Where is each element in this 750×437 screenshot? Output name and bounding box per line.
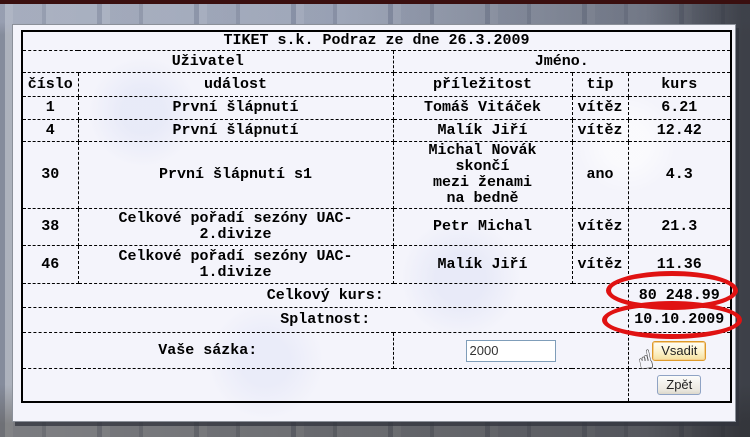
table-row: 1 První šlápnutí Tomáš Vitáček vítěz 6.2…	[21, 96, 732, 120]
due-date-value: 10.10.2009	[627, 307, 732, 333]
column-header-event: událost	[77, 72, 394, 97]
table-row: 4 První šlápnutí Malík Jiří vítěz 12.42	[21, 119, 732, 142]
submit-button[interactable]: Vsadit	[652, 340, 707, 361]
cell-event: Celkové pořadí sezóny UAC- 2.divize	[77, 208, 394, 246]
cell-tip: vítěz	[571, 96, 629, 120]
cell-opportunity: Tomáš Vitáček	[392, 96, 573, 120]
cell-tip: vítěz	[571, 208, 629, 246]
column-header-tip: tip	[571, 72, 629, 97]
cell-tip: vítěz	[571, 245, 629, 284]
column-header-opportunity: příležitost	[392, 72, 573, 97]
cell-number: 1	[21, 96, 79, 120]
total-odds-label: Celkový kurs:	[21, 283, 629, 308]
cell-odds: 12.42	[627, 119, 732, 142]
cell-event: Celkové pořadí sezóny UAC- 1.divize	[77, 245, 394, 284]
cell-event: První šlápnutí s1	[77, 141, 394, 209]
cell-number: 46	[21, 245, 79, 284]
due-date-label: Splatnost:	[21, 307, 629, 333]
cell-opportunity: Michal Novák skončí mezi ženami na bedně	[392, 141, 573, 209]
stake-input[interactable]	[465, 339, 556, 362]
cell-number: 4	[21, 119, 79, 142]
cell-odds: 21.3	[627, 208, 732, 246]
ticket-title: TIKET s.k. Podraz ze dne 26.3.2009	[21, 30, 732, 51]
cell-odds: 4.3	[627, 141, 732, 209]
column-header-odds: kurs	[627, 72, 732, 97]
total-odds-value: 80 248.99	[627, 283, 732, 308]
cell-event: První šlápnutí	[77, 119, 394, 142]
cell-odds: 11.36	[627, 245, 732, 284]
back-button[interactable]: Zpět	[657, 374, 702, 395]
table-row: 46 Celkové pořadí sezóny UAC- 1.divize M…	[21, 245, 732, 284]
cell-odds: 6.21	[627, 96, 732, 120]
ticket-page: TIKET s.k. Podraz ze dne 26.3.2009 Uživa…	[12, 24, 736, 422]
cell-opportunity: Malík Jiří	[392, 245, 573, 284]
cell-opportunity: Malík Jiří	[392, 119, 573, 142]
cell-opportunity: Petr Michal	[392, 208, 573, 246]
ticket-table: TIKET s.k. Podraz ze dne 26.3.2009 Uživa…	[21, 30, 733, 403]
cell-event: První šlápnutí	[77, 96, 394, 120]
table-row: 30 První šlápnutí s1 Michal Novák skončí…	[21, 141, 732, 209]
cell-tip: ano	[571, 141, 629, 209]
table-row: 38 Celkové pořadí sezóny UAC- 2.divize P…	[21, 208, 732, 246]
empty-footer-cell	[21, 368, 629, 402]
cell-tip: vítěz	[571, 119, 629, 142]
cell-number: 38	[21, 208, 79, 246]
window-top-bar	[0, 0, 750, 4]
user-section-label: Uživatel	[21, 50, 394, 73]
stake-label: Vaše sázka:	[21, 332, 394, 369]
name-section-label: Jméno.	[392, 50, 732, 73]
column-header-number: číslo	[21, 72, 79, 97]
cell-number: 30	[21, 141, 79, 209]
